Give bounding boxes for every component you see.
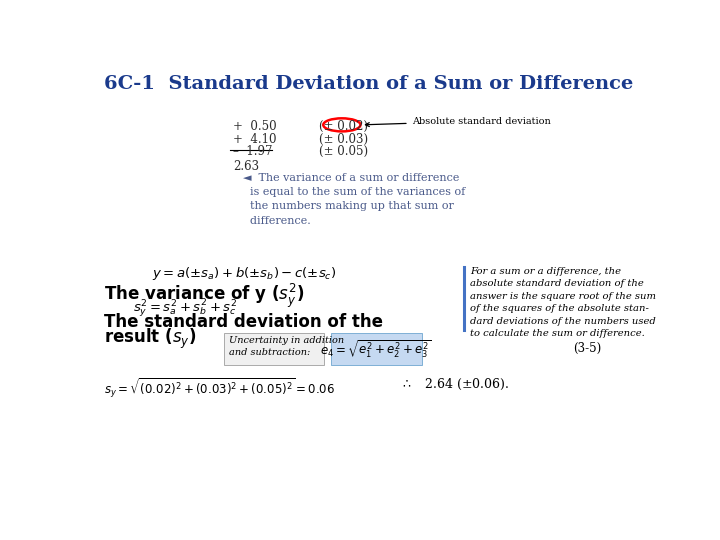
Text: result ($s_y$): result ($s_y$): [104, 327, 197, 351]
Text: ◄  The variance of a sum or difference
  is equal to the sum of the variances of: ◄ The variance of a sum or difference is…: [243, 173, 465, 226]
Text: Uncertainty in addition
and subtraction:: Uncertainty in addition and subtraction:: [229, 336, 344, 357]
Text: $\therefore$   2.64 (±0.06).: $\therefore$ 2.64 (±0.06).: [400, 377, 509, 392]
Text: +  4.10: + 4.10: [233, 132, 277, 146]
Text: The variance of y ($s_y^2$): The variance of y ($s_y^2$): [104, 282, 305, 310]
Text: Absolute standard deviation: Absolute standard deviation: [366, 117, 550, 126]
Text: (± 0.02): (± 0.02): [319, 120, 368, 133]
Text: +  0.50: + 0.50: [233, 120, 277, 133]
Text: –  1.97: – 1.97: [233, 145, 273, 158]
Text: The standard deviation of the: The standard deviation of the: [104, 313, 383, 330]
Text: $s_y^2 = s_a^2 + s_b^2 + s_c^2$: $s_y^2 = s_a^2 + s_b^2 + s_c^2$: [132, 298, 237, 320]
Text: $s_y = \sqrt{(0.02)^2 + (0.03)^2 + (0.05)^2} = 0.06$: $s_y = \sqrt{(0.02)^2 + (0.03)^2 + (0.05…: [104, 377, 335, 400]
FancyBboxPatch shape: [225, 333, 324, 365]
Text: For a sum or a difference, the
absolute standard deviation of the
answer is the : For a sum or a difference, the absolute …: [469, 267, 656, 338]
Text: (± 0.03): (± 0.03): [319, 132, 368, 146]
Text: 2.63: 2.63: [233, 159, 259, 172]
Text: $e_4 = \sqrt{e_1^2 + e_2^2 + e_3^2}$: $e_4 = \sqrt{e_1^2 + e_2^2 + e_3^2}$: [320, 339, 431, 360]
Text: 6C-1  Standard Deviation of a Sum or Difference: 6C-1 Standard Deviation of a Sum or Diff…: [104, 75, 633, 93]
Text: $y = a(\pm s_a) + b(\pm s_b) - c(\pm s_c)$: $y = a(\pm s_a) + b(\pm s_b) - c(\pm s_c…: [152, 265, 336, 282]
FancyBboxPatch shape: [330, 333, 422, 365]
Text: (3-5): (3-5): [573, 342, 601, 355]
Text: (± 0.05): (± 0.05): [319, 145, 368, 158]
